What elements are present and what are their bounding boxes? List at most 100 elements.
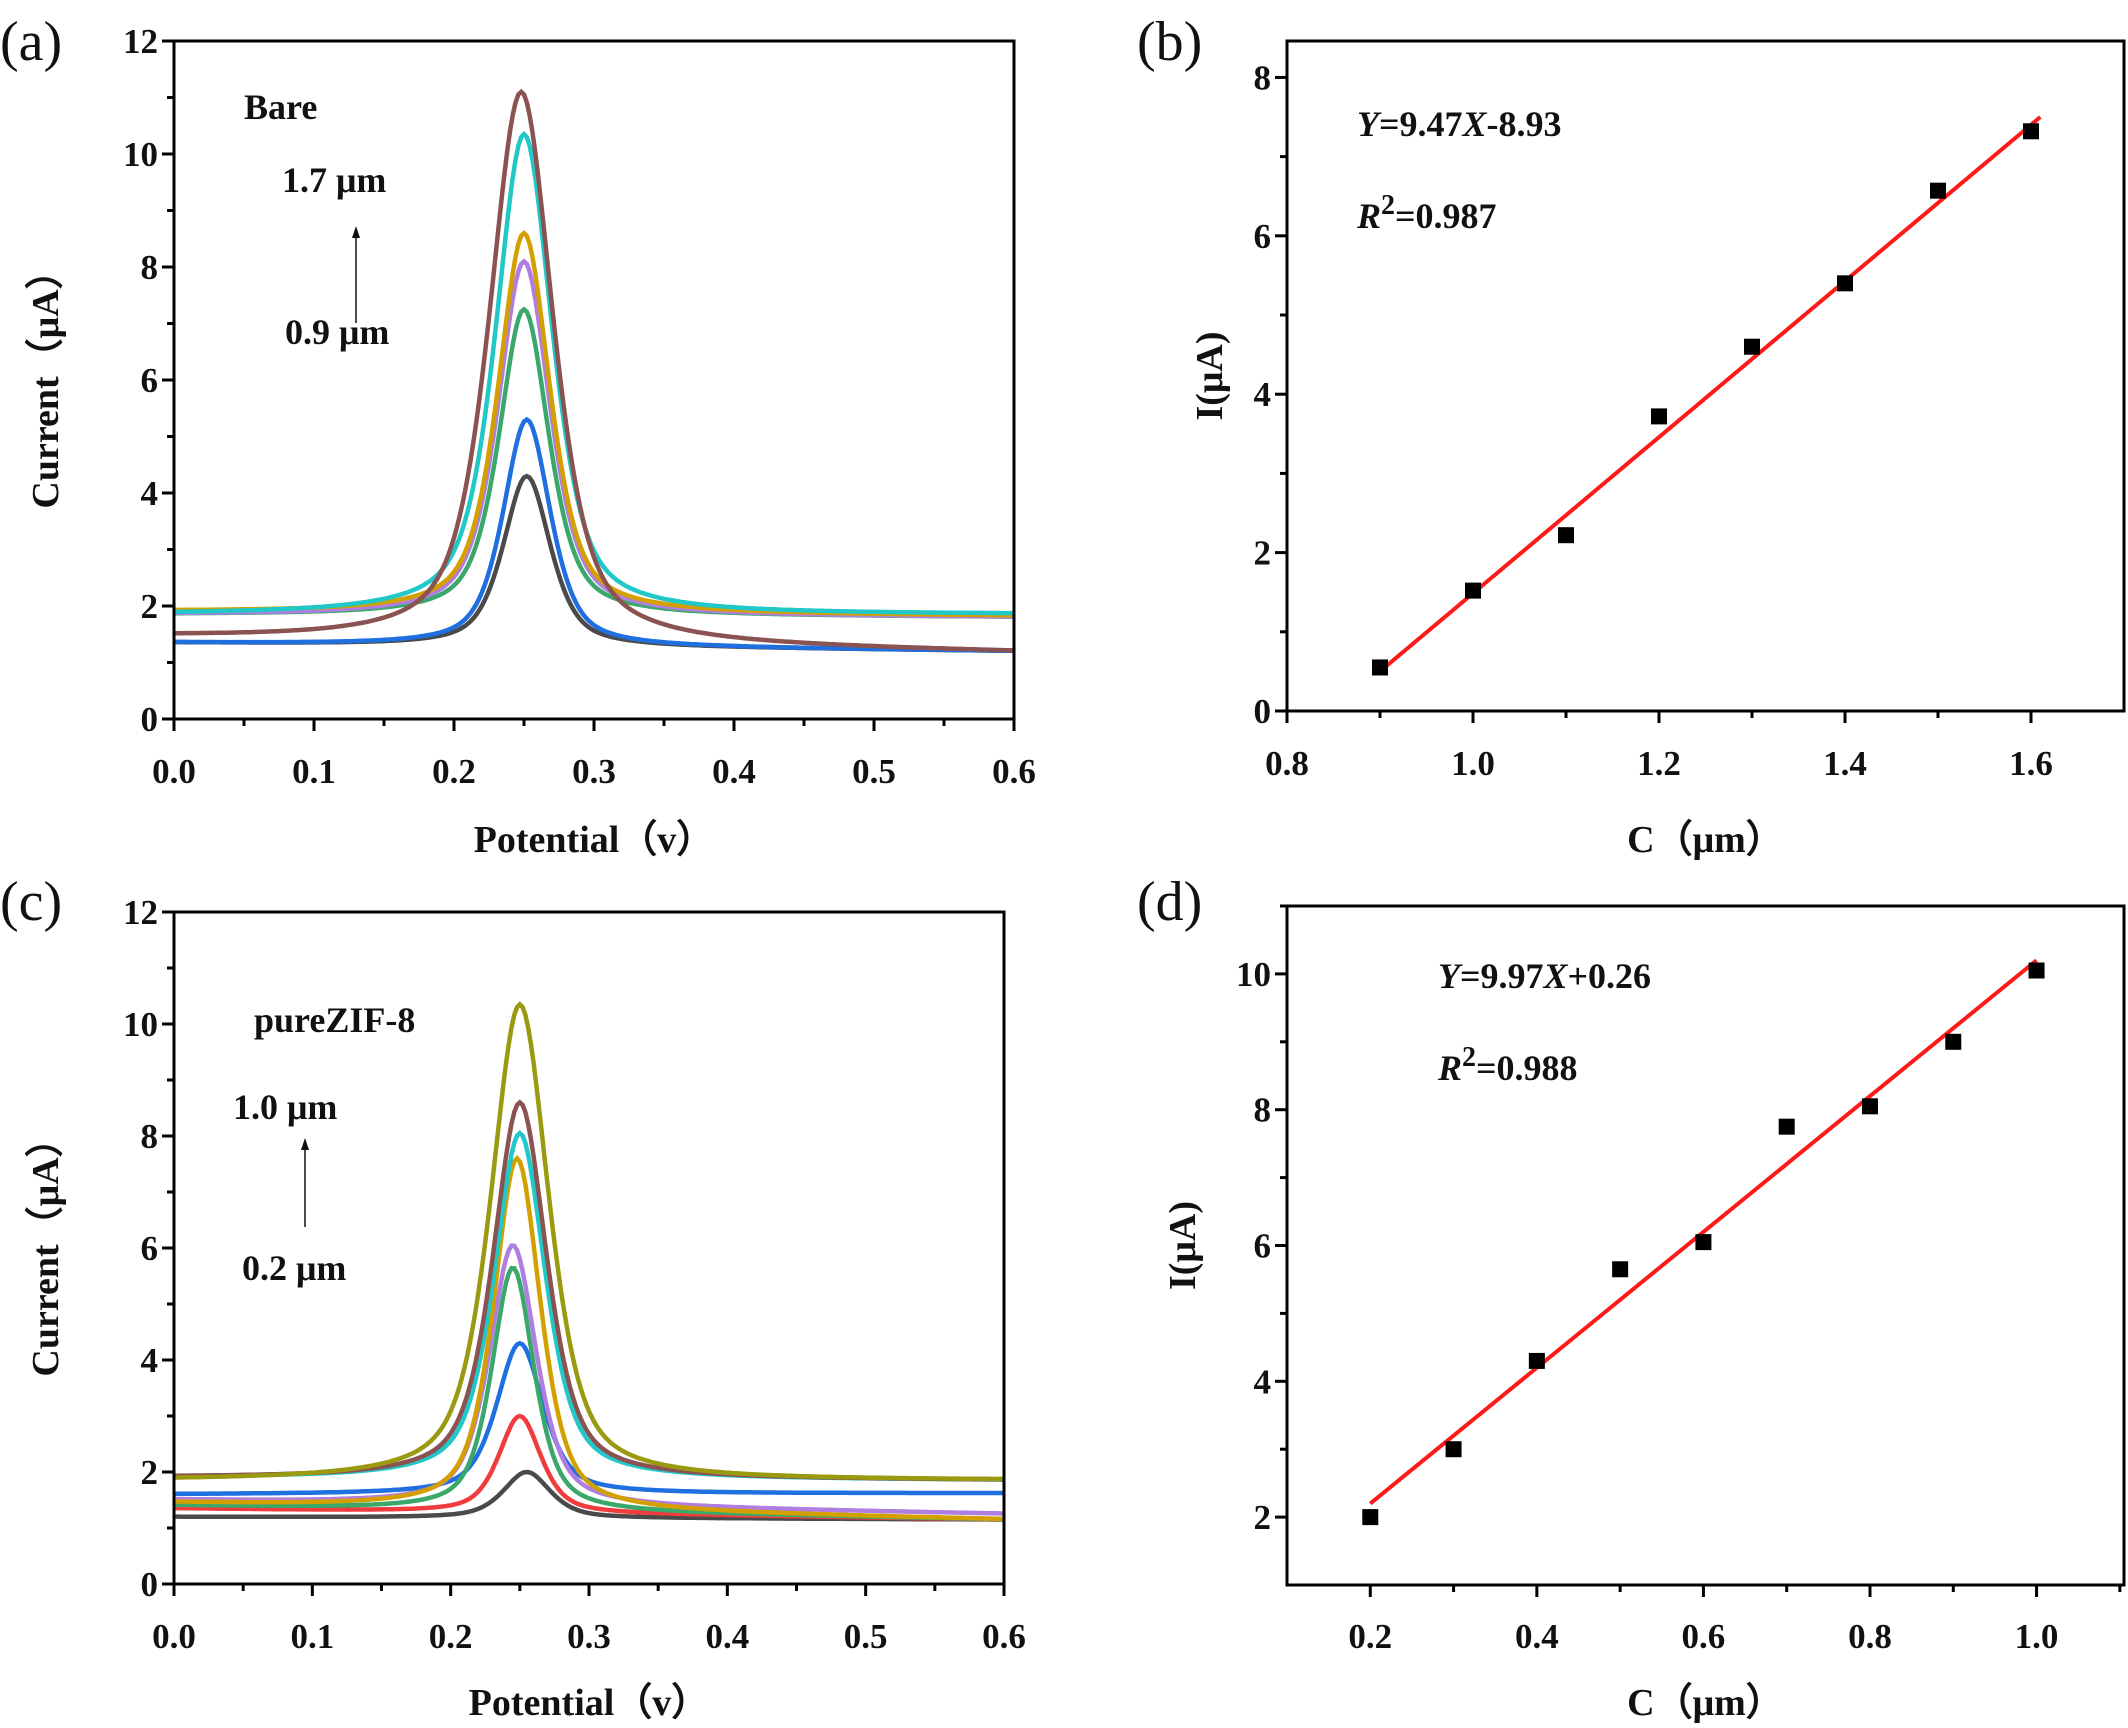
data-point: [1612, 1261, 1629, 1278]
equation-char: 2: [1615, 956, 1633, 996]
data-point: [1465, 582, 1481, 599]
series-line-8: [174, 1099, 1004, 1482]
data-point: [1861, 1098, 1878, 1115]
x-tick-label: 0.2: [429, 1617, 473, 1656]
equation-char: -: [1487, 104, 1499, 144]
y-tick-label: 2: [1254, 534, 1272, 573]
y-tick-label: 10: [123, 135, 158, 174]
arrow-head-icon: [301, 1138, 309, 1150]
x-tick-label: 0.5: [844, 1617, 888, 1656]
data-point: [1837, 275, 1853, 292]
series-line-6: [173, 1155, 1004, 1522]
y-tick-label: 2: [1254, 1498, 1272, 1537]
x-tick-label: 0.4: [712, 752, 756, 791]
panel-label: (c): [0, 871, 62, 933]
x-tick-label: 0.1: [292, 752, 336, 791]
x-tick-label: 0.8: [1265, 744, 1309, 783]
x-tick-label: 0.6: [982, 1617, 1026, 1656]
data-point: [1362, 1509, 1379, 1526]
concentration-high-label: 1.7 μm: [282, 160, 386, 200]
y-tick-label: 0: [141, 700, 159, 739]
x-tick-label: 0.1: [290, 1617, 334, 1656]
y-tick-label: 6: [141, 361, 159, 400]
x-tick-label: 1.0: [2015, 1617, 2059, 1656]
x-tick-label: 0.4: [705, 1617, 749, 1656]
equation-char: .: [1418, 104, 1427, 144]
sample-label: pureZIF-8: [254, 1000, 415, 1040]
y-tick-label: 12: [123, 22, 158, 61]
equation-char: 7: [1445, 104, 1463, 144]
equation-char: 3: [1544, 104, 1562, 144]
arrow-head-icon: [352, 226, 360, 238]
x-tick-label: 1.0: [1451, 744, 1495, 783]
y-tick-label: 6: [1254, 217, 1272, 256]
x-tick-label: 1.4: [1823, 744, 1867, 783]
equation-char: 6: [1633, 956, 1651, 996]
panel-c: (c) pureZIF-8 1.0 μm 0.2 μm 0.0 0.1 0.2 0.3 0.4 0…: [0, 871, 1026, 1724]
series-line-7: [174, 1130, 1004, 1482]
data-point: [1372, 659, 1388, 676]
equation-char: =: [1460, 956, 1481, 996]
y-tick-label: 4: [1254, 375, 1272, 414]
x-tick-label: 0.2: [1348, 1617, 1392, 1656]
fit-equation: Y=9.47X-8.93: [1357, 104, 1562, 144]
y-axis-title: Current（μA）: [25, 1119, 67, 1376]
x-tick-label: 1.6: [2009, 744, 2053, 783]
x-tick-label: 0.2: [432, 752, 476, 791]
x-axis-title: C（μm）: [1627, 1682, 1784, 1724]
x-tick-label: 0.6: [992, 752, 1036, 791]
panel-a: (a) Bare 1.7 μm 0.9 μm 0.0 0.1 0.2 0.3 0.4 0.5 0.6…: [0, 11, 1036, 861]
plot-frame: [1285, 39, 2126, 713]
r-superscript: 2: [1381, 190, 1395, 221]
x-tick-label: 0.5: [852, 752, 896, 791]
equation-char: 0: [1588, 956, 1606, 996]
x-axis-title: C（μm）: [1627, 819, 1784, 861]
y-tick-label: 6: [141, 1229, 159, 1268]
concentration-low-label: 0.2 μm: [242, 1248, 346, 1288]
data-point: [1930, 182, 1946, 199]
concentration-high-label: 1.0 μm: [233, 1087, 337, 1127]
curves: [173, 1001, 1005, 1522]
r-symbol: R: [1356, 196, 1381, 236]
r-value: =0.988: [1476, 1048, 1578, 1088]
y-tick-label: 2: [141, 1453, 159, 1492]
y-axis-title: Current（μA）: [25, 251, 67, 508]
x-axis-title: Potential（v）: [469, 1682, 710, 1724]
data-point: [2023, 123, 2039, 140]
y-tick-label: 2: [141, 587, 159, 626]
equation-char: .: [1517, 104, 1526, 144]
data-point: [1744, 338, 1760, 355]
data-point: [1651, 408, 1667, 425]
x-tick-label: 0.0: [152, 752, 196, 791]
series-line-9: [173, 1001, 1005, 1482]
y-tick-label: 4: [141, 474, 159, 513]
equation-char: X: [1543, 956, 1569, 996]
data-point: [1558, 527, 1574, 544]
equation-char: +: [1568, 956, 1589, 996]
y-tick-label: 12: [123, 893, 158, 932]
series-line-6: [174, 130, 1014, 616]
panel-label: (b): [1137, 11, 1202, 73]
r-value: =0.987: [1395, 196, 1497, 236]
panel-label: (a): [0, 11, 62, 73]
data-point: [1528, 1352, 1545, 1369]
y-tick-label: 8: [1254, 58, 1272, 97]
equation-char: 9: [1481, 956, 1499, 996]
x-tick-label: 0.6: [1682, 1617, 1726, 1656]
equation-char: 7: [1526, 956, 1544, 996]
x-tick-label: 0.8: [1848, 1617, 1892, 1656]
y-tick-label: 8: [141, 248, 159, 287]
equation-char: 4: [1427, 104, 1445, 144]
fit-line: [1369, 958, 2038, 1506]
r-superscript: 2: [1462, 1042, 1476, 1073]
concentration-low-label: 0.9 μm: [285, 312, 389, 352]
equation-char: .: [1499, 956, 1508, 996]
r-squared: R2=0.987: [1356, 190, 1497, 236]
equation-char: X: [1462, 104, 1488, 144]
x-tick-label: 1.2: [1637, 744, 1681, 783]
equation-char: Y: [1357, 104, 1382, 144]
data-point: [2028, 962, 2045, 979]
